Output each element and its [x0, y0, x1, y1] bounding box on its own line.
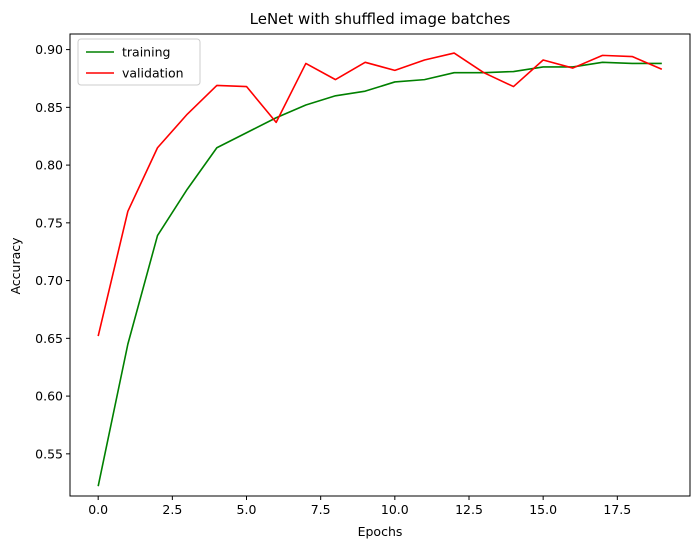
x-tick-label: 0.0 — [88, 502, 108, 517]
x-tick-label: 7.5 — [311, 502, 331, 517]
y-tick-label: 0.80 — [35, 158, 63, 173]
plot-frame — [69, 33, 691, 497]
x-axis-label: Epochs — [358, 524, 403, 539]
series-line-validation — [97, 52, 663, 337]
x-tick-label: 2.5 — [162, 502, 182, 517]
x-tick-label: 15.0 — [529, 502, 557, 517]
ticks: 0.0 2.5 5.0 7.5 10.0 12.5 15.0 17.5 0.55 0.60 0.65… — [35, 42, 631, 517]
series-line-training — [97, 61, 662, 487]
axes — [69, 33, 691, 497]
x-tick-label: 5.0 — [237, 502, 257, 517]
x-tick-label: 12.5 — [455, 502, 483, 517]
series-lines — [97, 52, 663, 487]
legend-label-validation: validation — [122, 66, 184, 81]
y-tick-label: 0.65 — [35, 331, 63, 346]
legend-label-training: training — [122, 45, 170, 60]
y-tick-label: 0.85 — [35, 100, 63, 115]
y-tick-label: 0.55 — [35, 446, 63, 461]
y-tick-label: 0.70 — [35, 273, 63, 288]
y-tick-label: 0.75 — [35, 215, 63, 230]
y-tick-label: 0.90 — [35, 42, 63, 57]
y-tick-label: 0.60 — [35, 389, 63, 404]
chart-title: LeNet with shuffled image batches — [250, 10, 511, 28]
x-tick-label: 10.0 — [381, 502, 409, 517]
x-tick-label: 17.5 — [603, 502, 631, 517]
legend: training validation — [77, 38, 201, 86]
y-axis-label: Accuracy — [8, 237, 23, 295]
